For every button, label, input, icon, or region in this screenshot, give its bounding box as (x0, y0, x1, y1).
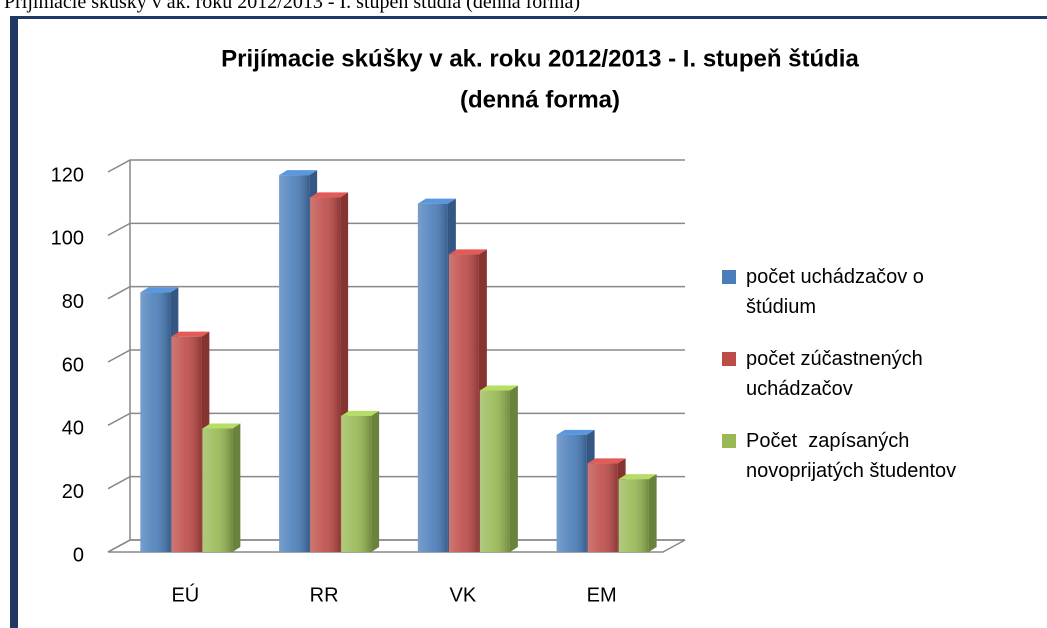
bar-shade (279, 175, 310, 552)
legend-label: počet uchádzačov o štúdium (746, 266, 930, 318)
bar-shade (618, 479, 649, 552)
bar-shade (140, 292, 171, 552)
bar-side (371, 410, 380, 552)
bar-shade (587, 463, 618, 552)
legend: počet uchádzačov o štúdium počet zúčastne… (722, 262, 984, 508)
bar-side (232, 423, 241, 552)
bar-shade (556, 434, 587, 552)
caption: Prijímacie skúšky v ak. roku 2012/2013 -… (4, 0, 580, 13)
y-tick-label: 120 (51, 164, 84, 186)
bar-top (171, 331, 210, 337)
y-tick-label: 0 (73, 544, 84, 566)
y-tick-label: 40 (62, 418, 84, 440)
legend-label: Počet zapísaných novoprijatých študentov (746, 430, 957, 482)
bar-shade (448, 254, 479, 553)
bar-top (587, 458, 626, 464)
legend-item: počet zúčastnených uchádzačov (722, 344, 984, 404)
bar-top (341, 410, 380, 416)
legend-swatch (722, 352, 736, 366)
legend-item: počet uchádzačov o štúdium (722, 262, 984, 322)
bar-shade (202, 428, 233, 552)
chart-title: Prijímacie skúšky v ak. roku 2012/2013 -… (221, 45, 859, 72)
legend-item: Počet zapísaných novoprijatých študentov (722, 426, 984, 486)
legend-swatch (722, 434, 736, 448)
bar-shade (417, 203, 448, 552)
bar-top (140, 287, 179, 293)
bar-shade (479, 390, 510, 552)
x-tick-label: EM (587, 584, 617, 606)
bar-side (648, 474, 657, 552)
bar-shade (171, 336, 202, 552)
x-tick-label: RR (310, 584, 339, 606)
x-tick-label: EÚ (171, 583, 199, 606)
bar-top (202, 423, 241, 429)
y-tick-label: 100 (51, 228, 84, 250)
y-tick-label: 80 (62, 291, 84, 313)
legend-swatch (722, 270, 736, 284)
bar-shade (310, 197, 341, 553)
bar-side (509, 385, 518, 552)
chart-subtitle: (denná forma) (460, 86, 620, 113)
x-tick-label: VK (450, 584, 477, 606)
bar-top (479, 385, 518, 391)
y-tick-label: 60 (62, 354, 84, 376)
legend-label: počet zúčastnených uchádzačov (746, 348, 929, 400)
grid-line (107, 159, 685, 173)
bar-top (417, 198, 456, 204)
bar-top (448, 249, 487, 255)
bar-top (556, 429, 595, 435)
grid-line (107, 222, 685, 236)
bar-top (618, 474, 657, 480)
bar-shade (341, 415, 372, 552)
grid-line (107, 285, 685, 300)
y-tick-label: 20 (62, 481, 84, 503)
bar-top (310, 192, 349, 198)
bar-top (279, 170, 318, 176)
